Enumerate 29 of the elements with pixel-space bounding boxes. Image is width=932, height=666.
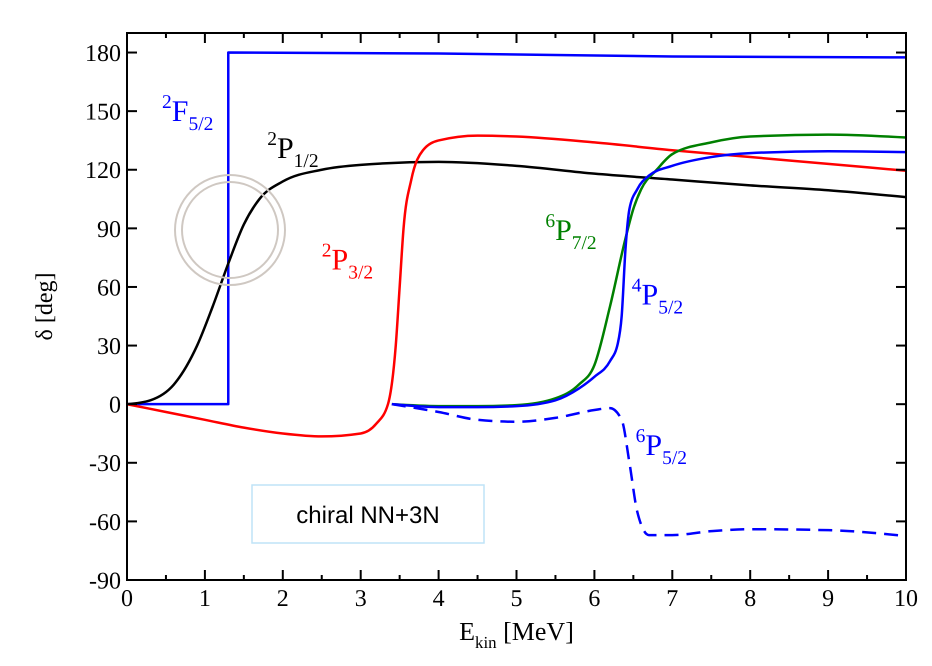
x-tick-label: 6 bbox=[588, 586, 600, 612]
x-tick-label: 1 bbox=[198, 586, 211, 612]
y-tick-label: 30 bbox=[97, 334, 121, 360]
x-tick-label: 3 bbox=[354, 586, 367, 612]
y-tick-label: 90 bbox=[97, 216, 121, 243]
series-label: $^{6}$P$_{5/2}$ bbox=[636, 425, 688, 469]
y-tick-label: 150 bbox=[85, 100, 121, 126]
series-label: $^{6}$P$_{7/2}$ bbox=[545, 210, 597, 254]
x-tick-label: 5 bbox=[510, 586, 522, 612]
y-tick-label: 180 bbox=[85, 40, 121, 67]
series-label: $^{2}$P$_{1/2}$ bbox=[267, 128, 319, 172]
y-tick-label: -60 bbox=[89, 510, 121, 536]
x-tick-label: 2 bbox=[276, 586, 289, 612]
x-tick-label: 7 bbox=[666, 586, 678, 612]
x-tick-label: 9 bbox=[822, 586, 834, 612]
y-tick-label: 120 bbox=[85, 158, 121, 184]
x-tick-label: 4 bbox=[432, 586, 445, 612]
x-tick-label: 8 bbox=[744, 586, 756, 612]
y-tick-label: 60 bbox=[97, 275, 121, 302]
series-label: $^{2}$P$_{3/2}$ bbox=[322, 240, 374, 284]
series-label: $^{2}$F$_{5/2}$ bbox=[162, 91, 214, 135]
y-tick-label: 0 bbox=[109, 392, 121, 419]
annotation: chiral NN+3N bbox=[296, 502, 440, 529]
y-tick-label: -90 bbox=[89, 568, 121, 594]
y-tick-label: -30 bbox=[89, 451, 121, 478]
y-axis-title: δ [deg] bbox=[32, 272, 58, 340]
x-axis-title: E$_{kin}$ [MeV] bbox=[459, 617, 574, 652]
series-label: $^{4}$P$_{5/2}$ bbox=[632, 275, 684, 319]
x-tick-label: 10 bbox=[894, 586, 918, 612]
